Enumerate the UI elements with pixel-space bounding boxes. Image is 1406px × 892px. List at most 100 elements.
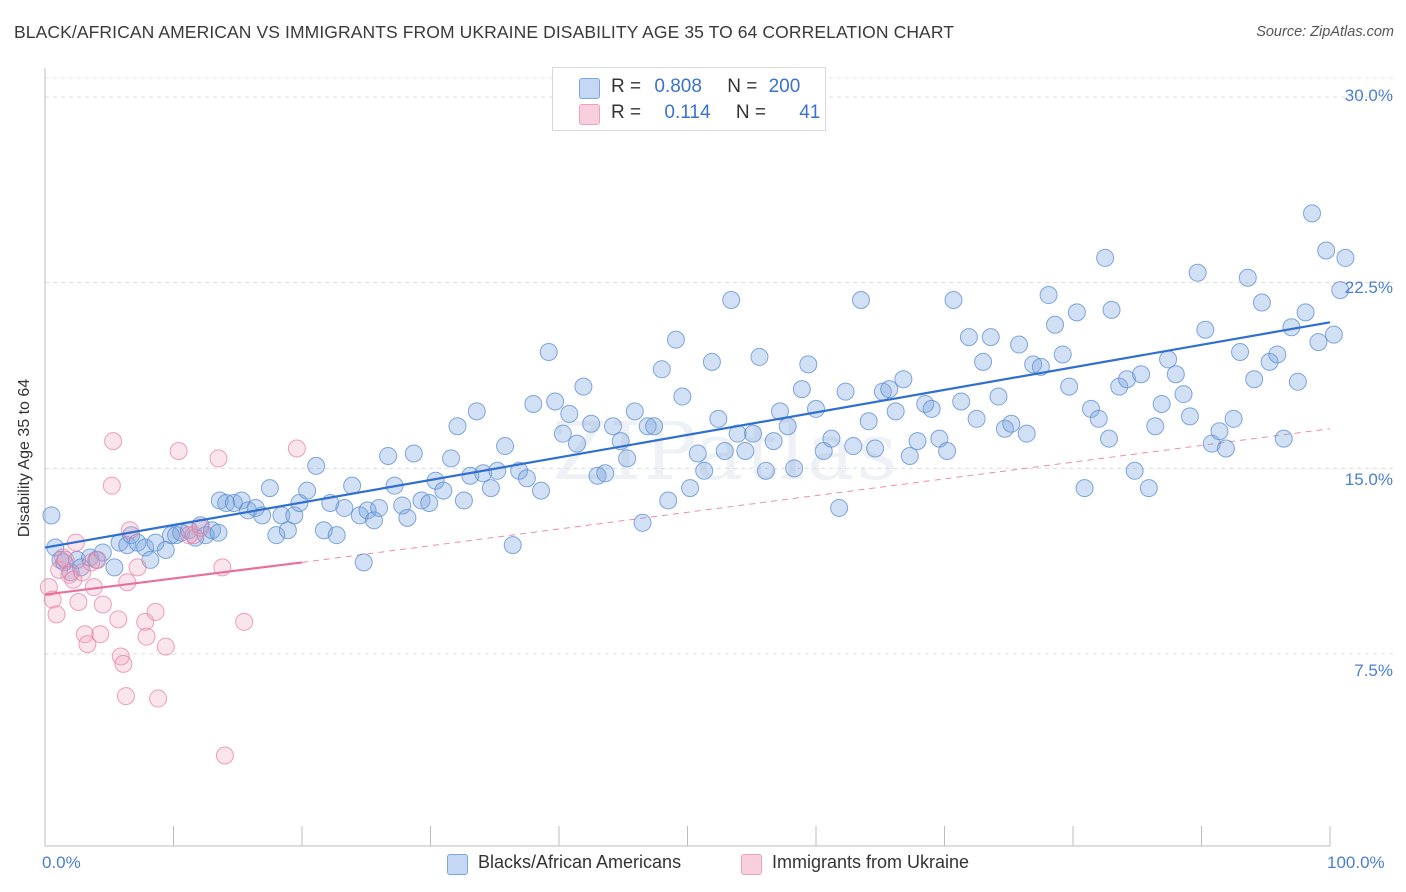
point-blacks — [638, 417, 657, 436]
point-blacks — [702, 352, 721, 371]
point-blacks — [298, 481, 317, 500]
point-blacks — [370, 498, 389, 517]
point-blacks — [1139, 479, 1158, 498]
point-blacks — [267, 526, 286, 545]
legend-swatch-blue — [579, 78, 600, 99]
point-blacks — [618, 449, 637, 468]
r-value: 0.808 — [654, 76, 702, 97]
point-blacks — [967, 409, 986, 428]
point-blacks — [778, 417, 797, 436]
point-blacks — [539, 342, 558, 361]
point-ukraine — [137, 627, 156, 646]
point-blacks — [532, 481, 551, 500]
point-blacks — [681, 479, 700, 498]
point-blacks — [467, 402, 486, 421]
n-label: N = — [727, 76, 758, 97]
point-blacks — [1231, 342, 1250, 361]
point-blacks — [1125, 461, 1144, 480]
point-blacks — [260, 479, 279, 498]
point-blacks — [1245, 370, 1264, 389]
legend-row-blacks: R = 0.808 N = 200 — [611, 76, 800, 98]
point-blacks — [652, 360, 671, 379]
point-blacks — [327, 526, 346, 545]
point-ukraine — [47, 605, 66, 624]
point-blacks — [1336, 248, 1355, 267]
point-blacks — [880, 380, 899, 399]
point-ukraine — [91, 625, 110, 644]
point-blacks — [1053, 345, 1072, 364]
point-blacks — [524, 394, 543, 413]
point-blacks — [1210, 422, 1229, 441]
chart-title: BLACK/AFRICAN AMERICAN VS IMMIGRANTS FRO… — [14, 22, 955, 42]
point-blacks — [922, 399, 941, 418]
point-blacks — [1117, 370, 1136, 389]
point-blacks — [1188, 263, 1207, 282]
point-blacks — [625, 402, 644, 421]
point-ukraine — [73, 563, 92, 582]
point-ukraine — [114, 654, 133, 673]
point-ukraine — [102, 476, 121, 495]
point-blacks — [481, 479, 500, 498]
point-blacks — [517, 469, 536, 488]
point-ukraine — [43, 590, 62, 609]
point-blacks — [574, 377, 593, 396]
point-ukraine — [287, 439, 306, 458]
point-blacks — [510, 461, 529, 480]
point-blacks — [434, 481, 453, 500]
point-ukraine — [149, 689, 168, 708]
point-blacks — [822, 429, 841, 448]
y-tick-label: 22.5% — [1344, 278, 1393, 297]
point-blacks — [1089, 409, 1108, 428]
point-ukraine — [109, 610, 128, 629]
point-blacks — [1031, 357, 1050, 376]
point-blacks — [217, 493, 236, 512]
point-blacks — [307, 456, 326, 475]
point-blacks — [379, 446, 398, 465]
point-ukraine — [116, 687, 135, 706]
point-blacks — [503, 536, 522, 555]
point-blacks — [1075, 479, 1094, 498]
watermark: ZIPatlas — [552, 405, 900, 498]
point-blacks — [358, 501, 377, 520]
point-ukraine — [69, 593, 88, 612]
point-ukraine — [53, 548, 72, 567]
point-blacks — [209, 523, 228, 542]
point-blacks — [866, 439, 885, 458]
point-blacks — [974, 352, 993, 371]
point-blacks — [354, 553, 373, 572]
point-blacks — [715, 442, 734, 461]
point-blacks — [1166, 365, 1185, 384]
point-blacks — [553, 424, 572, 443]
point-blacks — [1096, 248, 1115, 267]
point-blacks — [448, 417, 467, 436]
point-blacks — [105, 558, 124, 577]
point-blacks — [1317, 241, 1336, 260]
point-blacks — [1110, 377, 1129, 396]
point-blacks — [989, 387, 1008, 406]
point-blacks — [844, 437, 863, 456]
y-tick-label: 7.5% — [1354, 661, 1393, 680]
point-blacks — [851, 290, 870, 309]
n-value: 41 — [799, 102, 821, 123]
point-blacks — [603, 417, 622, 436]
point-blacks — [1324, 325, 1343, 344]
point-blacks — [42, 506, 61, 525]
point-blacks — [1196, 320, 1215, 339]
point-ukraine — [215, 746, 234, 765]
point-ukraine — [169, 442, 188, 461]
point-blacks — [688, 444, 707, 463]
point-ukraine — [120, 521, 139, 540]
point-blacks — [750, 347, 769, 366]
point-blacks — [596, 464, 615, 483]
point-ukraine — [185, 526, 204, 545]
point-blacks — [952, 392, 971, 411]
point-blacks — [1132, 365, 1151, 384]
x-tick-label-max: 100.0% — [1327, 853, 1385, 872]
point-blacks — [836, 382, 855, 401]
point-blacks — [695, 461, 714, 480]
point-blacks — [981, 328, 1000, 347]
point-blacks — [900, 446, 919, 465]
y-tick-label: 15.0% — [1344, 470, 1393, 489]
stats-legend: R = 0.808 N = 200 R = 0.114 N = 41 — [552, 67, 826, 131]
